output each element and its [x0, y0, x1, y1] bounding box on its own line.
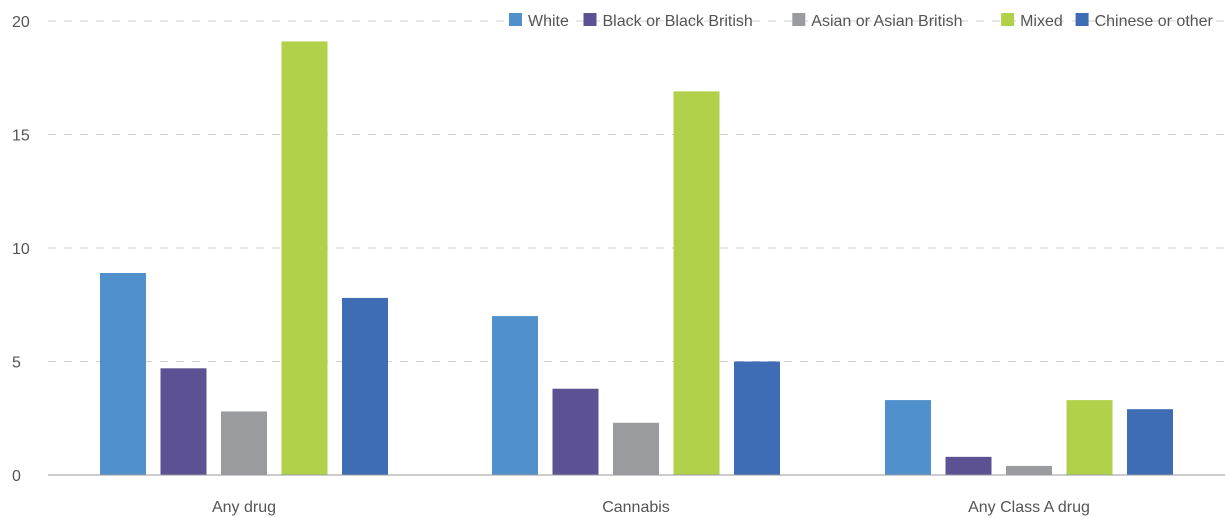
x-axis-categories: Any drug Cannabis Any Class A drug — [212, 499, 1090, 516]
bar-any-class-a-drug-mixed — [1066, 400, 1113, 475]
legend-label-mixed: Mixed — [1020, 13, 1063, 30]
bar-any-class-a-drug-chinese-or-other — [1127, 409, 1173, 475]
bar-cannabis-black-or-black-british — [552, 388, 599, 475]
bars — [100, 41, 1173, 476]
bar-any-class-a-drug-white — [885, 400, 931, 475]
legend-swatch-black-or-black-british — [583, 13, 597, 26]
bar-any-class-a-drug-asian-or-asian-british — [1006, 465, 1052, 475]
y-tick-label-5: 5 — [12, 355, 21, 372]
y-tick-label-15: 15 — [12, 128, 30, 145]
legend-label-white: White — [528, 13, 569, 30]
bar-cannabis-asian-or-asian-british — [613, 422, 659, 475]
bar-any-drug-black-or-black-british — [160, 368, 207, 475]
legend-swatch-chinese-or-other — [1075, 13, 1089, 26]
legend-swatch-white — [509, 13, 522, 26]
bar-cannabis-chinese-or-other — [734, 361, 780, 475]
legend-label-chinese-or-other: Chinese or other — [1095, 13, 1214, 30]
bar-any-drug-white — [100, 272, 146, 475]
y-tick-label-10: 10 — [12, 241, 30, 258]
bar-cannabis-white — [492, 316, 538, 475]
y-tick-label-0: 0 — [12, 468, 21, 485]
legend: Chinese or other Mixed Asian or Asian Brit… — [509, 13, 1214, 30]
bar-any-drug-asian-or-asian-british — [221, 411, 267, 475]
bar-any-class-a-drug-black-or-black-british — [945, 456, 992, 475]
y-tick-label-20: 20 — [12, 14, 30, 31]
bar-cannabis-mixed — [673, 91, 720, 476]
gridlines — [48, 20, 1225, 362]
x-category-label-any-class-a-drug: Any Class A drug — [968, 499, 1090, 516]
legend-label-black-or-black-british: Black or Black British — [603, 13, 753, 30]
x-category-label-cannabis: Cannabis — [602, 499, 670, 516]
legend-label-asian-or-asian-british: Asian or Asian British — [811, 13, 962, 30]
legend-swatch-mixed — [1001, 13, 1015, 26]
bar-any-drug-chinese-or-other — [342, 297, 388, 475]
x-category-label-any-drug: Any drug — [212, 499, 276, 516]
legend-swatch-asian-or-asian-british — [792, 13, 806, 26]
y-axis-ticks: 0 5 10 15 20 — [12, 14, 30, 485]
bar-any-drug-mixed — [281, 41, 328, 476]
